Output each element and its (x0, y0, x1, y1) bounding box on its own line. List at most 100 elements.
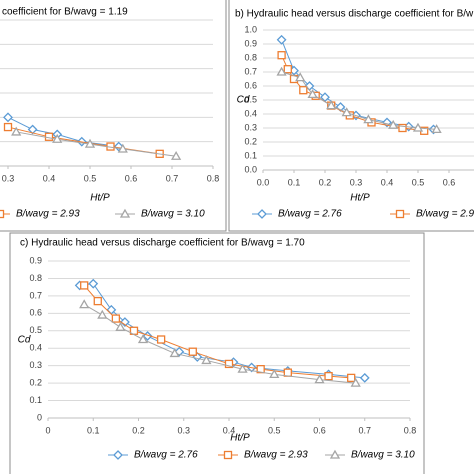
marker-square (111, 314, 121, 323)
x-tick-label: 0.1 (288, 177, 301, 187)
x-tick-label: 0.7 (358, 425, 371, 435)
marker-square (3, 122, 13, 132)
marker-square (80, 281, 89, 290)
y-tick-label: 0.2 (244, 136, 257, 146)
marker-triangle (84, 138, 96, 148)
x-tick-label: 0.6 (125, 173, 138, 183)
x-tick-label: 0.5 (268, 425, 281, 435)
marker-square (93, 296, 102, 306)
marker-triangle (169, 348, 180, 358)
y-tick-label: 0.5 (29, 325, 42, 335)
marker-square (283, 65, 292, 74)
marker-triangle (295, 72, 306, 82)
marker-triangle (170, 150, 182, 160)
y-tick-label: 0.6 (244, 80, 257, 90)
y-axis-label: Cd (237, 95, 250, 106)
x-tick-label: 0.3 (350, 177, 363, 187)
legend-label: B/wavg = 2.93 (16, 209, 80, 220)
x-tick-label: 0 (45, 425, 50, 435)
marker-triangle (307, 89, 318, 99)
marker-square (324, 371, 333, 381)
y-tick-label: 0.7 (244, 66, 257, 76)
y-tick-label: 0.0 (244, 164, 257, 174)
y-tick-label: 0.5 (244, 94, 257, 104)
marker-triangle (329, 449, 341, 459)
x-tick-label: 0.5 (412, 177, 425, 187)
marker-square (347, 373, 356, 383)
marker-square (223, 450, 233, 460)
marker-triangle (97, 309, 108, 319)
y-tick-label: 0.6 (29, 308, 42, 318)
marker-diamond (88, 278, 99, 289)
marker-triangle (201, 355, 212, 365)
marker-triangle (115, 321, 126, 331)
legend-label: B/wavg = 2.76 (134, 450, 198, 461)
marker-triangle (363, 114, 374, 124)
x-tick-label: 0.4 (43, 173, 56, 183)
marker-triangle (276, 66, 287, 76)
marker-square (299, 86, 308, 95)
panel-frame (0, 0, 227, 232)
marker-diamond (359, 372, 370, 383)
chart-title: coefficient for B/wavg = 1.19 (2, 7, 128, 18)
marker-square (277, 51, 286, 60)
legend-label: B/wavg = 2.93 (244, 450, 308, 461)
marker-diamond (257, 209, 267, 219)
marker-square (156, 335, 166, 344)
y-tick-label: 0.2 (29, 377, 42, 387)
chart-title: c) Hydraulic head versus discharge coeff… (20, 238, 305, 249)
marker-diamond (276, 34, 287, 45)
marker-triangle (326, 100, 337, 110)
x-tick-label: 0.2 (132, 425, 145, 435)
x-tick-label: 0.0 (257, 177, 270, 187)
y-tick-label: 0.9 (29, 255, 42, 265)
y-tick-label: 0 (37, 412, 42, 422)
marker-triangle (119, 208, 131, 218)
x-axis-label: Ht/P (350, 193, 370, 204)
marker-triangle (314, 374, 325, 384)
y-tick-label: 0.4 (29, 343, 42, 353)
y-tick-label: 0.4 (244, 108, 257, 118)
marker-triangle (79, 299, 90, 309)
marker-square (256, 365, 265, 374)
x-tick-label: 0.1 (87, 425, 100, 435)
x-tick-label: 0.8 (404, 425, 417, 435)
x-tick-label: 0.4 (223, 425, 236, 435)
y-tick-label: 1.0 (244, 24, 257, 34)
marker-square (398, 123, 407, 133)
panel-frame (228, 0, 474, 232)
marker-triangle (350, 377, 361, 387)
x-axis-label: Ht/P (90, 193, 110, 204)
marker-diamond (113, 450, 123, 460)
marker-diamond (3, 112, 13, 123)
y-tick-label: 0.9 (244, 38, 257, 48)
x-tick-label: 0.4 (381, 177, 394, 187)
x-tick-label: 0.8 (207, 173, 220, 183)
marker-triangle (52, 133, 63, 143)
marker-square (188, 347, 197, 356)
marker-diamond (27, 124, 38, 135)
marker-triangle (431, 124, 442, 134)
marker-square (0, 209, 5, 219)
marker-triangle (137, 334, 149, 344)
marker-square (395, 209, 405, 219)
legend-label: B/wavg = 2.93 (416, 209, 474, 220)
y-tick-label: 0.1 (244, 150, 257, 160)
y-tick-label: 0.1 (29, 395, 42, 405)
y-tick-label: 0.8 (244, 52, 257, 62)
chart-title: b) Hydraulic head versus discharge coeff… (235, 9, 474, 20)
series-line (79, 283, 365, 379)
marker-triangle (11, 126, 22, 136)
marker-square (224, 359, 234, 369)
marker-square (283, 368, 292, 377)
x-axis-label: Ht/P (230, 433, 250, 444)
marker-diamond (120, 317, 130, 327)
series-line (83, 304, 356, 384)
marker-triangle (237, 363, 248, 373)
legend-label: B/wavg = 2.76 (278, 209, 342, 220)
marker-triangle (388, 119, 399, 129)
x-tick-label: 0.6 (313, 425, 326, 435)
y-tick-label: 0.7 (29, 290, 42, 300)
